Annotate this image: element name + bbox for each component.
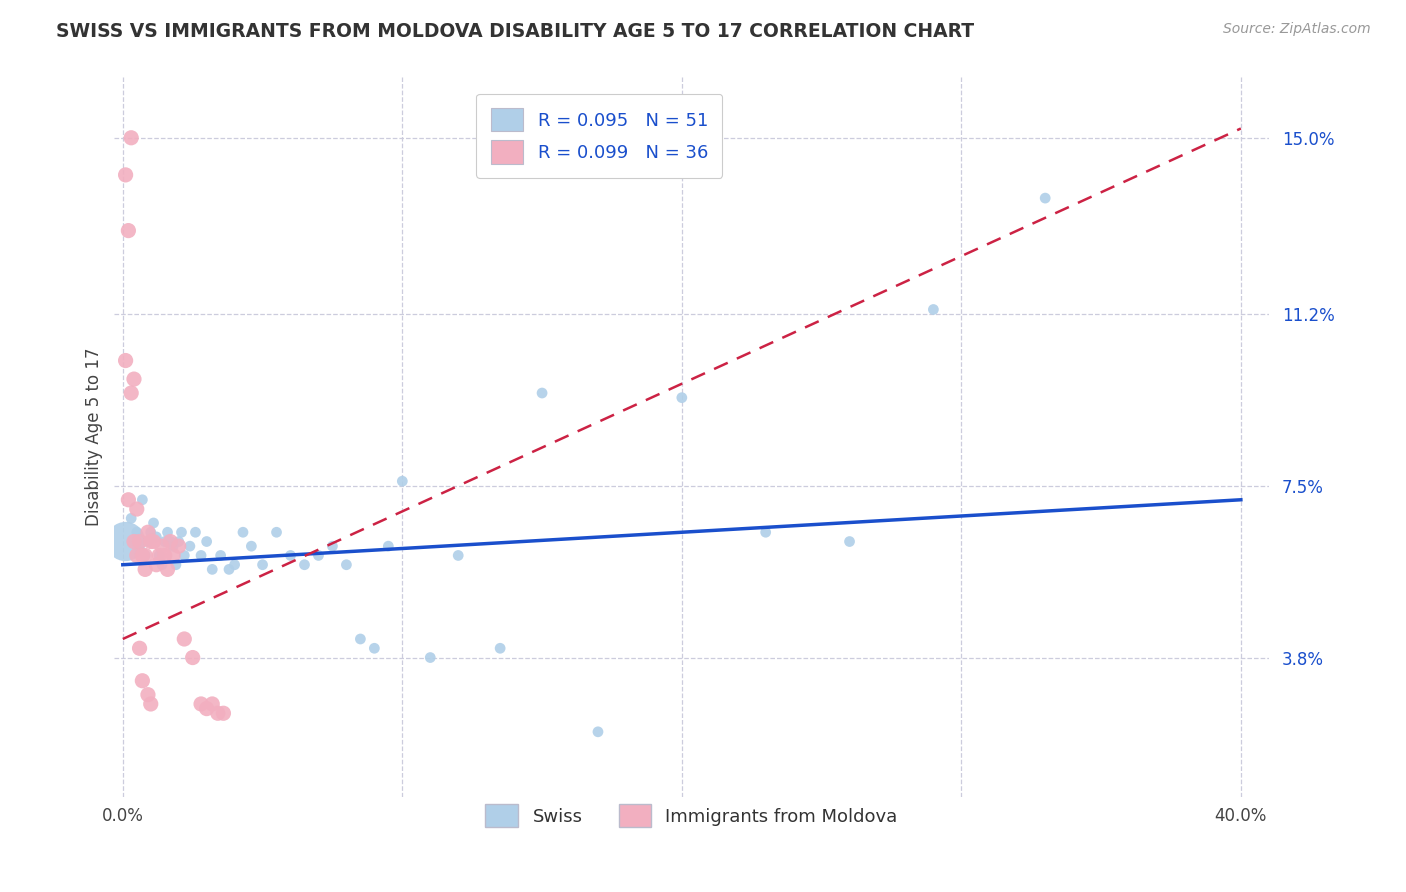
Point — [207, 706, 229, 721]
Point — [755, 525, 778, 540]
Point — [321, 539, 343, 553]
Point — [224, 558, 246, 572]
Point — [128, 539, 150, 553]
Point — [156, 525, 179, 540]
Point — [447, 549, 470, 563]
Point — [136, 688, 159, 702]
Point — [139, 525, 162, 540]
Point — [377, 539, 399, 553]
Point — [145, 530, 167, 544]
Point — [153, 534, 176, 549]
Point — [139, 534, 162, 549]
Point — [131, 492, 153, 507]
Point — [181, 650, 204, 665]
Point — [252, 558, 274, 572]
Point — [117, 492, 139, 507]
Point — [114, 534, 136, 549]
Point — [122, 372, 145, 386]
Point — [142, 516, 165, 530]
Point — [136, 534, 159, 549]
Point — [128, 641, 150, 656]
Point — [190, 549, 212, 563]
Point — [150, 539, 173, 553]
Point — [136, 525, 159, 540]
Point — [167, 534, 190, 549]
Point — [294, 558, 316, 572]
Point — [838, 534, 860, 549]
Point — [159, 534, 181, 549]
Point — [134, 549, 156, 563]
Point — [167, 539, 190, 553]
Text: Source: ZipAtlas.com: Source: ZipAtlas.com — [1223, 22, 1371, 37]
Point — [671, 391, 693, 405]
Point — [349, 632, 371, 646]
Point — [134, 562, 156, 576]
Point — [232, 525, 254, 540]
Point — [922, 302, 945, 317]
Point — [125, 549, 148, 563]
Point — [114, 353, 136, 368]
Point — [122, 534, 145, 549]
Legend: Swiss, Immigrants from Moldova: Swiss, Immigrants from Moldova — [478, 797, 905, 835]
Point — [125, 502, 148, 516]
Point — [165, 558, 187, 572]
Point — [419, 650, 441, 665]
Point — [391, 474, 413, 488]
Point — [120, 386, 142, 401]
Point — [150, 558, 173, 572]
Point — [209, 549, 232, 563]
Point — [179, 539, 201, 553]
Point — [148, 549, 170, 563]
Point — [195, 534, 218, 549]
Point — [266, 525, 288, 540]
Y-axis label: Disability Age 5 to 17: Disability Age 5 to 17 — [86, 348, 103, 526]
Point — [159, 534, 181, 549]
Point — [162, 549, 184, 563]
Point — [195, 701, 218, 715]
Point — [131, 673, 153, 688]
Point — [125, 525, 148, 540]
Point — [212, 706, 235, 721]
Point — [586, 724, 609, 739]
Text: SWISS VS IMMIGRANTS FROM MOLDOVA DISABILITY AGE 5 TO 17 CORRELATION CHART: SWISS VS IMMIGRANTS FROM MOLDOVA DISABIL… — [56, 22, 974, 41]
Point — [162, 539, 184, 553]
Point — [201, 562, 224, 576]
Point — [134, 549, 156, 563]
Point — [145, 558, 167, 572]
Point — [1033, 191, 1056, 205]
Point — [363, 641, 385, 656]
Point — [531, 386, 554, 401]
Point — [114, 168, 136, 182]
Point — [120, 130, 142, 145]
Point — [128, 534, 150, 549]
Point — [153, 549, 176, 563]
Point — [190, 697, 212, 711]
Point — [201, 697, 224, 711]
Point — [307, 549, 329, 563]
Point — [218, 562, 240, 576]
Point — [142, 534, 165, 549]
Point — [173, 549, 195, 563]
Point — [489, 641, 512, 656]
Point — [280, 549, 302, 563]
Point — [335, 558, 357, 572]
Point — [117, 224, 139, 238]
Point — [120, 511, 142, 525]
Point — [170, 525, 193, 540]
Point — [148, 549, 170, 563]
Point — [156, 562, 179, 576]
Point — [139, 697, 162, 711]
Point — [131, 549, 153, 563]
Point — [240, 539, 263, 553]
Point — [184, 525, 207, 540]
Point — [173, 632, 195, 646]
